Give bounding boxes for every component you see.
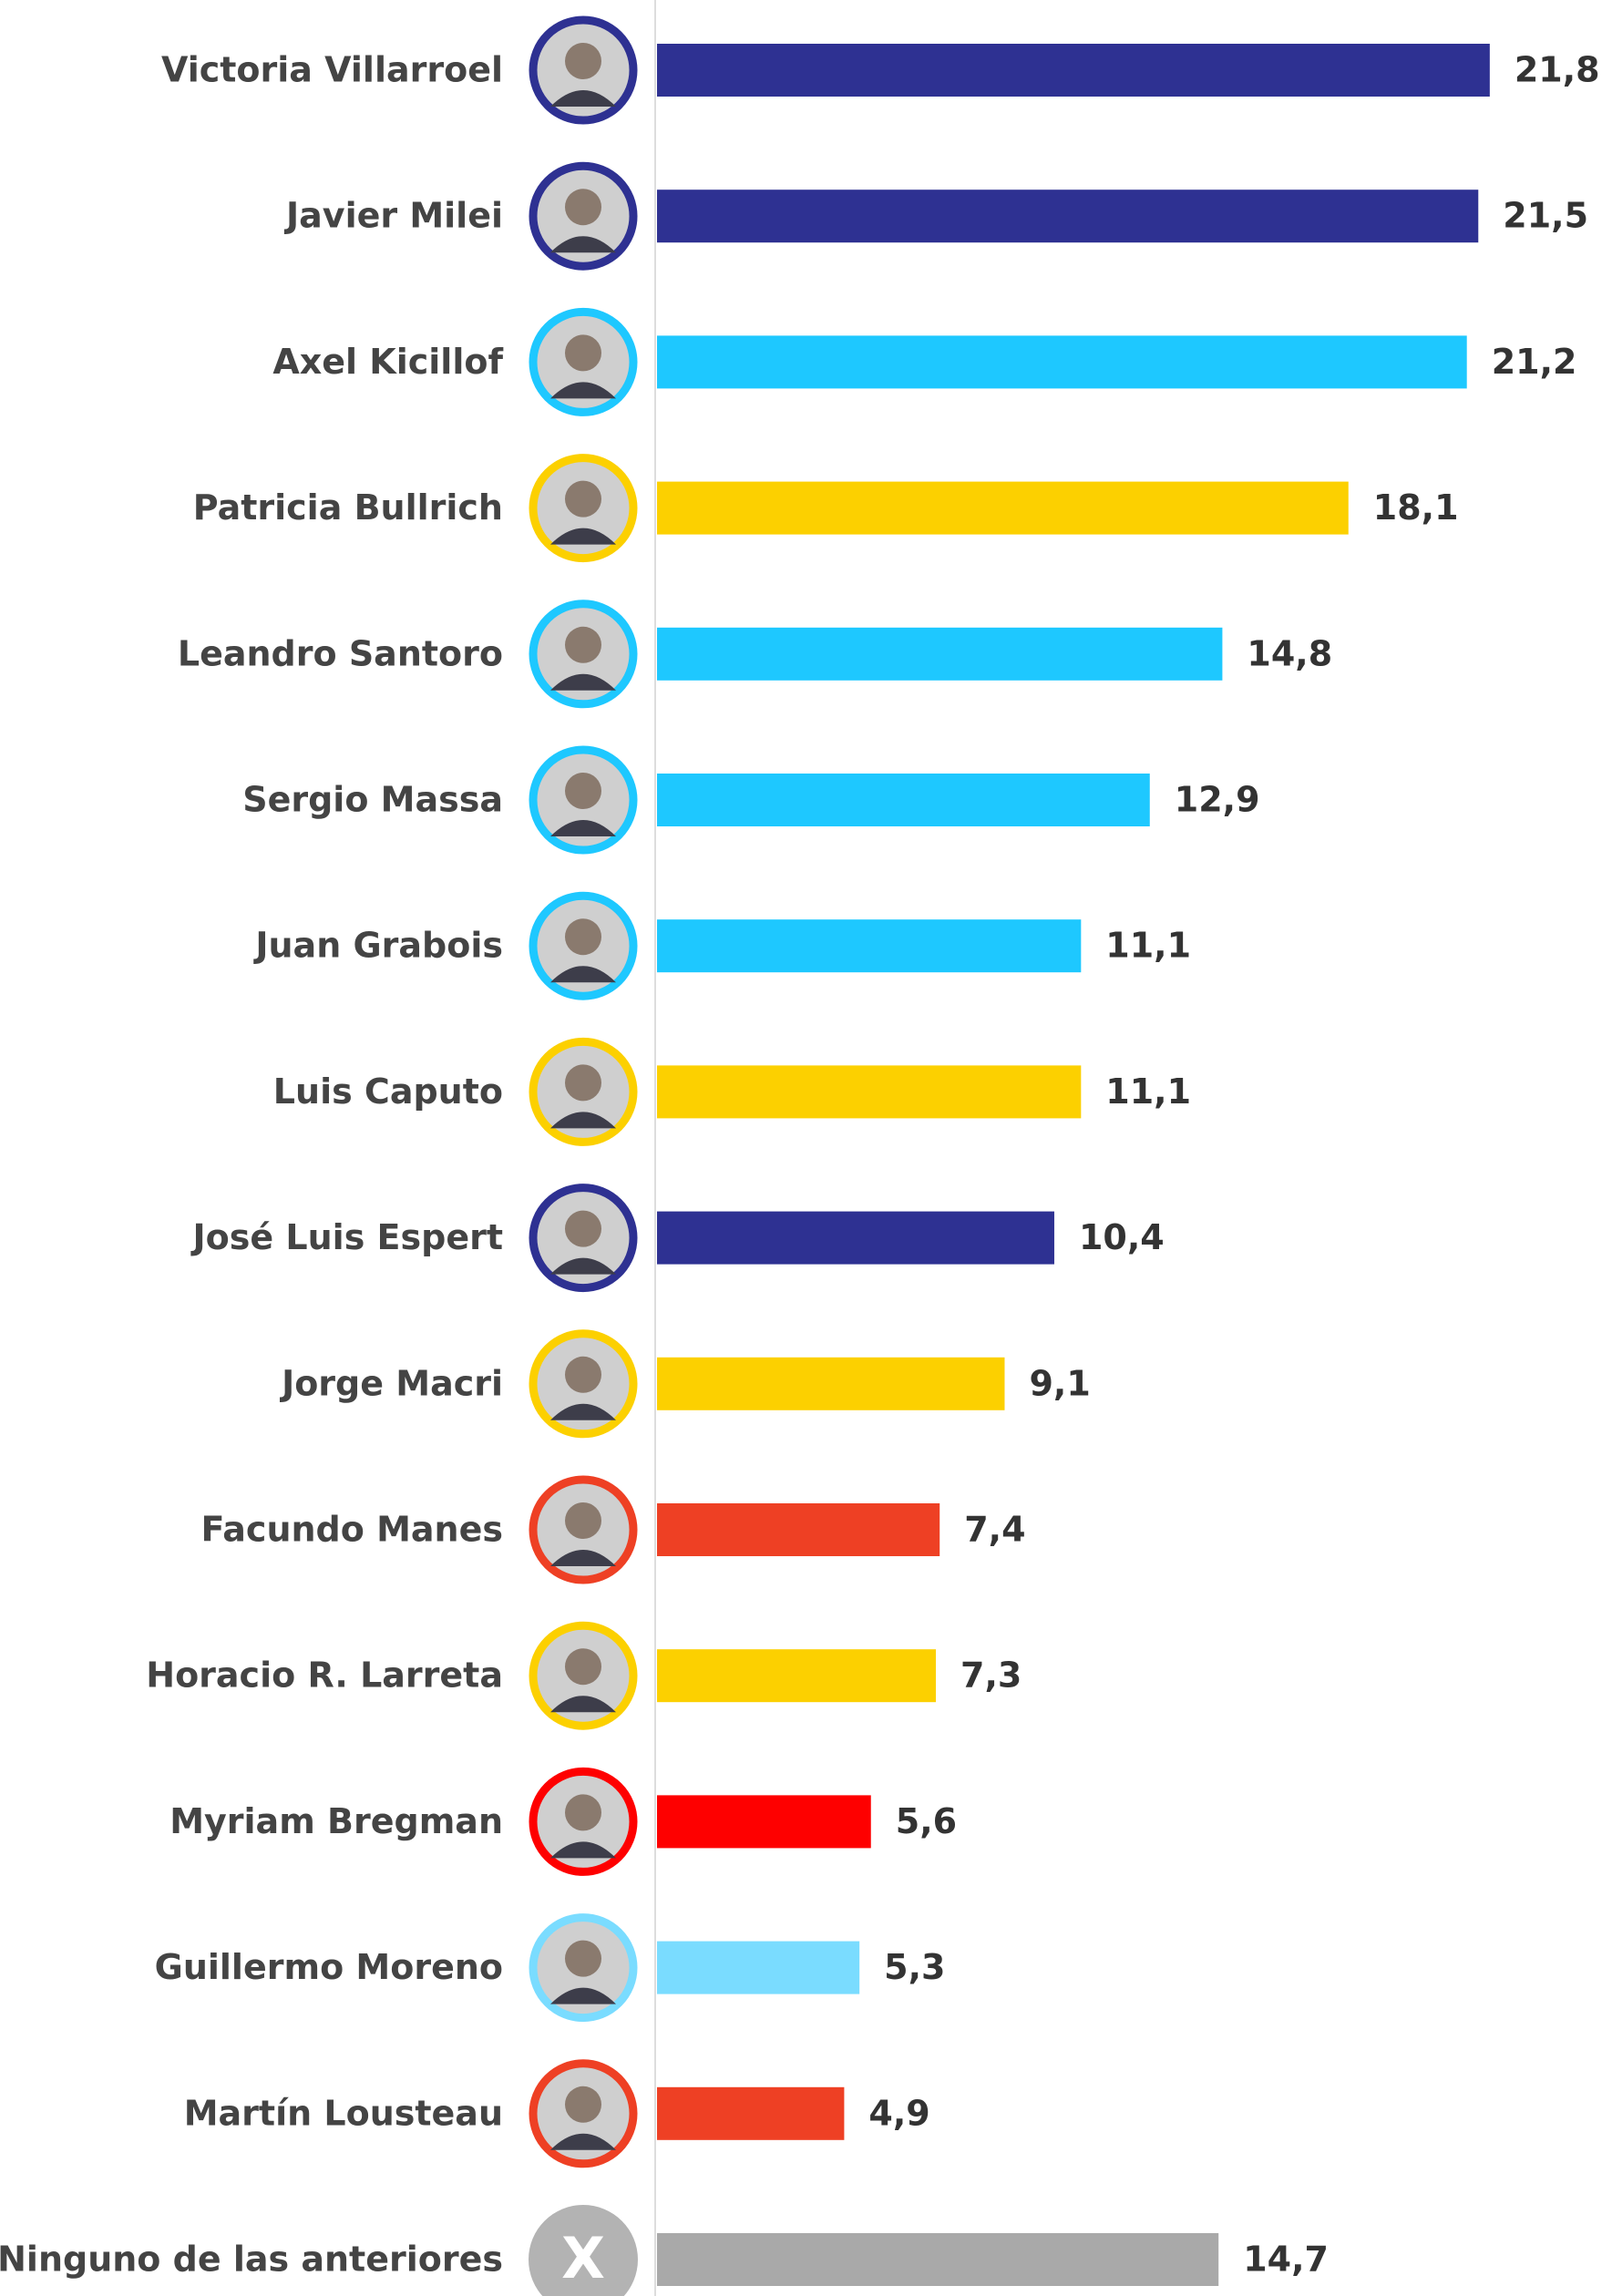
value-label: 21,8 [1514,50,1600,90]
avatar [529,161,638,271]
avatar-body [550,1696,616,1713]
bar [657,1503,940,1556]
category-label: Juan Grabois [252,926,503,966]
avatar-head [565,773,601,809]
category-label: Patricia Bullrich [193,487,503,528]
avatar-body [550,1987,616,2004]
avatar-head [565,1064,601,1102]
value-label: 18,1 [1373,487,1459,528]
avatar [529,745,638,855]
avatar-body [550,382,616,399]
avatar-body [550,528,616,545]
avatar [529,1184,638,1293]
avatar [529,1767,638,1876]
avatar-body [550,1841,616,1859]
avatar-head [565,1648,601,1686]
value-label: 11,1 [1105,1071,1191,1112]
avatar-icon: X [561,2225,605,2291]
avatar-body [550,236,616,253]
bar [657,1941,860,1994]
bar [657,1065,1082,1119]
bar [657,190,1479,243]
avatar [529,2059,638,2168]
avatar-head [565,1502,601,1539]
value-label: 4,9 [868,2093,929,2133]
avatar-circle [529,2205,638,2296]
value-label: 21,2 [1492,342,1577,382]
category-label: Guillermo Moreno [155,1947,503,1987]
avatar [529,891,638,1000]
avatar-head [565,1794,601,1831]
category-label: Jorge Macri [279,1363,503,1403]
bar [657,335,1467,389]
avatar-body [550,1112,616,1129]
category-label: Victoria Villarroel [161,50,503,90]
avatar-body [550,966,616,983]
category-label: Horacio R. Larreta [146,1655,503,1696]
value-label: 10,4 [1079,1217,1165,1257]
category-label: Javier Milei [283,196,503,236]
category-label: Leandro Santoro [178,633,503,673]
value-label: 14,7 [1243,2240,1329,2280]
avatar-body [550,820,616,836]
value-label: 9,1 [1029,1363,1090,1403]
category-label: Sergio Massa [242,780,503,820]
category-label: Luis Caputo [273,1071,503,1112]
avatar-head [565,2086,601,2123]
bar [657,481,1349,535]
bar [657,627,1223,681]
value-label: 5,6 [896,1801,957,1841]
avatar-body [550,1257,616,1275]
value-label: 21,5 [1503,196,1588,236]
avatar-head [565,1356,601,1393]
avatar [529,1475,638,1584]
avatar [529,1037,638,1146]
value-label: 7,4 [964,1510,1025,1550]
avatar [529,1329,638,1439]
category-label: Myriam Bregman [169,1801,503,1841]
bar [657,919,1082,973]
bar [657,774,1150,826]
value-label: 12,9 [1175,780,1260,820]
avatar [529,15,638,125]
value-label: 14,8 [1247,633,1332,673]
value-label: 7,3 [960,1655,1022,1696]
avatar [529,1913,638,2023]
avatar-head [565,189,601,226]
avatar: X [529,2205,638,2296]
avatar [529,1621,638,1730]
avatar-head [565,43,601,79]
bar [657,2086,845,2140]
bar [657,1357,1005,1410]
category-label: Axel Kicillof [272,342,503,382]
category-label: Martín Lousteau [184,2093,503,2133]
bar [657,1649,937,1703]
avatar-head [565,626,601,663]
avatar-body [550,90,616,107]
avatar [529,307,638,416]
value-label: 11,1 [1105,926,1191,966]
bar [657,1795,871,1849]
bar [657,44,1490,97]
category-label: José Luis Espert [190,1217,503,1257]
avatar-body [550,1403,616,1420]
bar [657,2233,1219,2286]
category-label: Ninguno de las anteriores [0,2240,503,2280]
category-label: Facundo Manes [201,1510,503,1550]
avatar-head [565,480,601,518]
avatar-body [550,673,616,691]
avatar-head [565,1940,601,1977]
avatar-head [565,1210,601,1247]
avatar [529,454,638,563]
avatar-body [550,1550,616,1566]
value-label: 5,3 [884,1947,945,1987]
avatar-head [565,334,601,372]
avatar [529,600,638,709]
bar [657,1211,1054,1265]
avatar-head [565,918,601,956]
avatar-body [550,2133,616,2150]
